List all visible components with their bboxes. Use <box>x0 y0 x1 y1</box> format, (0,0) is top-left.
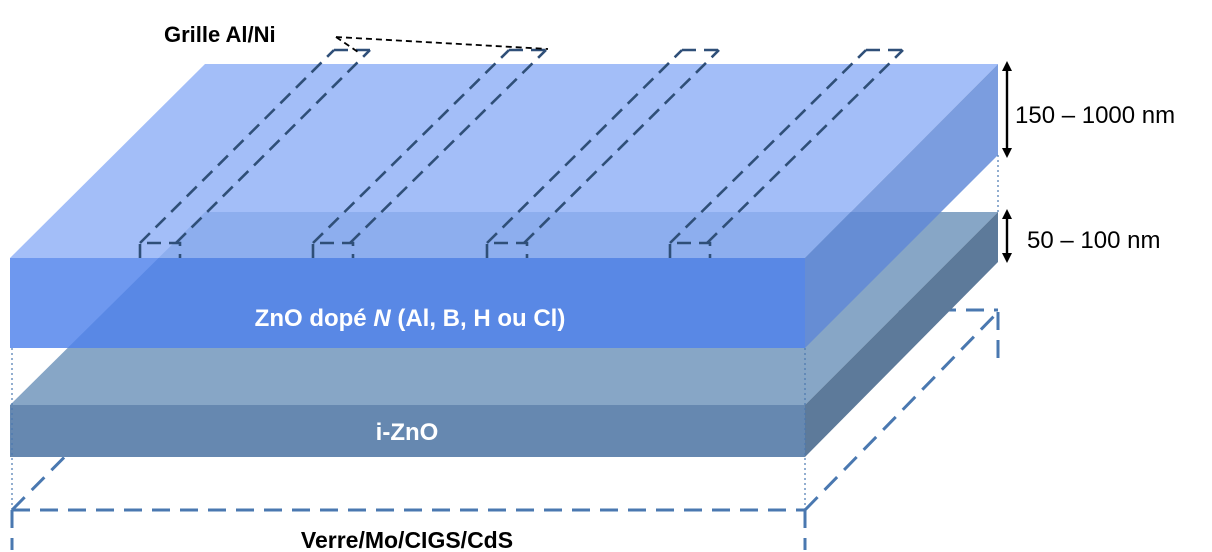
middle-layer-side-face <box>805 212 998 457</box>
substrate-right-depth-edge <box>803 310 1000 512</box>
top-thickness-label: 150 – 1000 nm <box>1015 102 1175 129</box>
grid-finger-2 <box>311 48 547 258</box>
substrate-outline-front <box>10 310 1000 550</box>
top-layer-side-face <box>805 64 998 348</box>
top-layer-front-face <box>10 258 805 348</box>
grid-finger-4 <box>668 48 904 258</box>
middle-layer-label: i-ZnO <box>376 419 439 446</box>
grid-label: Grille Al/Ni <box>164 22 276 47</box>
grid-fingers <box>138 48 904 258</box>
grid-finger-3 <box>485 48 720 258</box>
top-layer-top-face <box>10 64 998 258</box>
grid-label-leaders <box>335 36 549 53</box>
top-layer-doped-zno <box>10 64 998 348</box>
middle-thickness-label: 50 – 100 nm <box>1027 227 1160 254</box>
substrate-label: Verre/Mo/CIGS/CdS <box>301 527 513 552</box>
grid-finger-1 <box>138 48 371 258</box>
middle-layer-front-face <box>10 405 805 457</box>
guide-lines <box>11 155 999 510</box>
top-layer-label: ZnO dopé N (Al, B, H ou Cl) <box>255 305 566 332</box>
